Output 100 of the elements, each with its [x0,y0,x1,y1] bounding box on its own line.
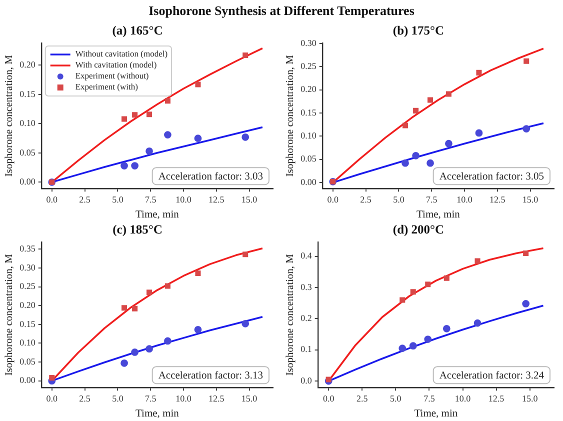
x-tick-label: 5.0 [112,393,124,404]
point [523,250,529,256]
y-tick-label: 0.15 [20,318,36,329]
point [242,52,248,58]
point [194,326,202,334]
y-tick-label: 0.15 [300,107,317,118]
x-axis-title: Time, min [135,209,180,220]
legend-label: Experiment (with) [75,82,138,92]
y-tick-label: 0.05 [20,356,36,366]
y-tick-label: 0.2 [300,313,312,324]
point [132,112,138,118]
point [195,82,201,88]
x-tick-label: 15.0 [522,194,539,204]
y-tick-label: 0.20 [20,300,36,310]
y-tick-label: 0.00 [20,375,36,386]
point [120,359,128,367]
point [413,108,419,114]
y-axis-title: Isophorone concentration, M [4,253,16,376]
chart-title: (b) 175°C [392,24,444,38]
point [400,297,406,303]
point [476,70,482,76]
x-axis-title: Time, min [416,209,461,220]
y-tick-label: 0.0 [300,375,312,386]
y-tick-label: 0.00 [20,176,36,187]
point [146,147,153,155]
point [195,270,201,276]
x-tick-label: 7.5 [144,393,157,404]
point [410,289,416,295]
y-tick-label: 0.05 [20,147,36,158]
point [194,134,202,142]
y-tick-label: 0.30 [20,262,36,272]
chart-title: (c) 185°C [112,222,162,237]
point [475,129,483,137]
legend-label: Without cavitation (model) [75,48,168,59]
point [524,58,530,64]
x-tick-label: 12.5 [488,393,505,404]
y-tick-label: 0.25 [300,61,317,72]
y-tick-label: 0.20 [20,60,36,70]
y-tick-label: 0.10 [20,338,36,348]
point [242,252,248,258]
y-tick-label: 0.10 [300,130,317,141]
x-tick-label: 7.5 [426,194,438,204]
point [428,97,434,103]
y-axis-title: Isophorone concentration, M [285,54,296,177]
point [474,319,482,327]
annotation: Acceleration factor: 3.03 [158,171,264,182]
legend-label: With cavitation (model) [75,60,157,70]
point [425,282,431,288]
x-tick-label: 2.5 [360,194,372,204]
x-tick-label: 2.5 [356,393,368,404]
point [412,152,420,160]
point [398,344,406,352]
point [522,125,530,132]
point [49,375,55,381]
y-tick-label: 0.35 [20,244,36,254]
point [120,162,128,170]
x-tick-label: 12.5 [208,194,225,204]
legend-label: Experiment (without) [75,70,149,81]
x-tick-label: 10.0 [454,393,472,404]
point [164,98,170,104]
x-tick-label: 10.0 [456,194,473,204]
point [164,337,172,345]
point [131,162,138,170]
y-tick-label: 0.30 [300,38,317,48]
x-tick-label: 5.0 [390,393,402,404]
point [326,376,332,382]
x-tick-label: 5.0 [112,194,124,204]
x-tick-label: 2.5 [79,194,91,204]
point [242,320,250,328]
x-tick-label: 10.0 [176,194,192,204]
point [131,348,138,356]
y-tick-label: 0.00 [300,176,317,187]
x-tick-label: 10.0 [176,393,192,404]
x-tick-label: 7.5 [144,194,157,204]
y-tick-label: 0.05 [300,154,317,164]
point [242,133,250,141]
y-tick-label: 0.10 [20,118,36,128]
point [444,275,450,281]
point [164,283,170,289]
y-tick-label: 0.4 [300,250,312,261]
y-tick-label: 0.25 [20,281,36,292]
chart-title: (d) 200°C [392,222,444,237]
x-tick-label: 15.0 [241,393,258,404]
x-tick-label: 0.0 [327,194,340,204]
point [402,122,408,128]
x-tick-label: 0.0 [322,393,335,404]
y-axis-title: Isophorone concentration, M [4,54,16,177]
y-tick-label: 0.20 [300,84,317,94]
point [402,159,409,167]
chart-title: (a) 165°C [112,24,163,38]
point [146,345,153,353]
x-tick-label: 15.0 [522,393,538,404]
annotation: Acceleration factor: 3.05 [439,171,544,182]
point [426,159,434,167]
point [164,131,172,139]
point [409,342,417,350]
x-axis-title: Time, min [135,408,180,420]
point [146,290,152,296]
x-tick-label: 0.0 [46,393,58,404]
y-tick-label: 0.3 [300,282,312,292]
